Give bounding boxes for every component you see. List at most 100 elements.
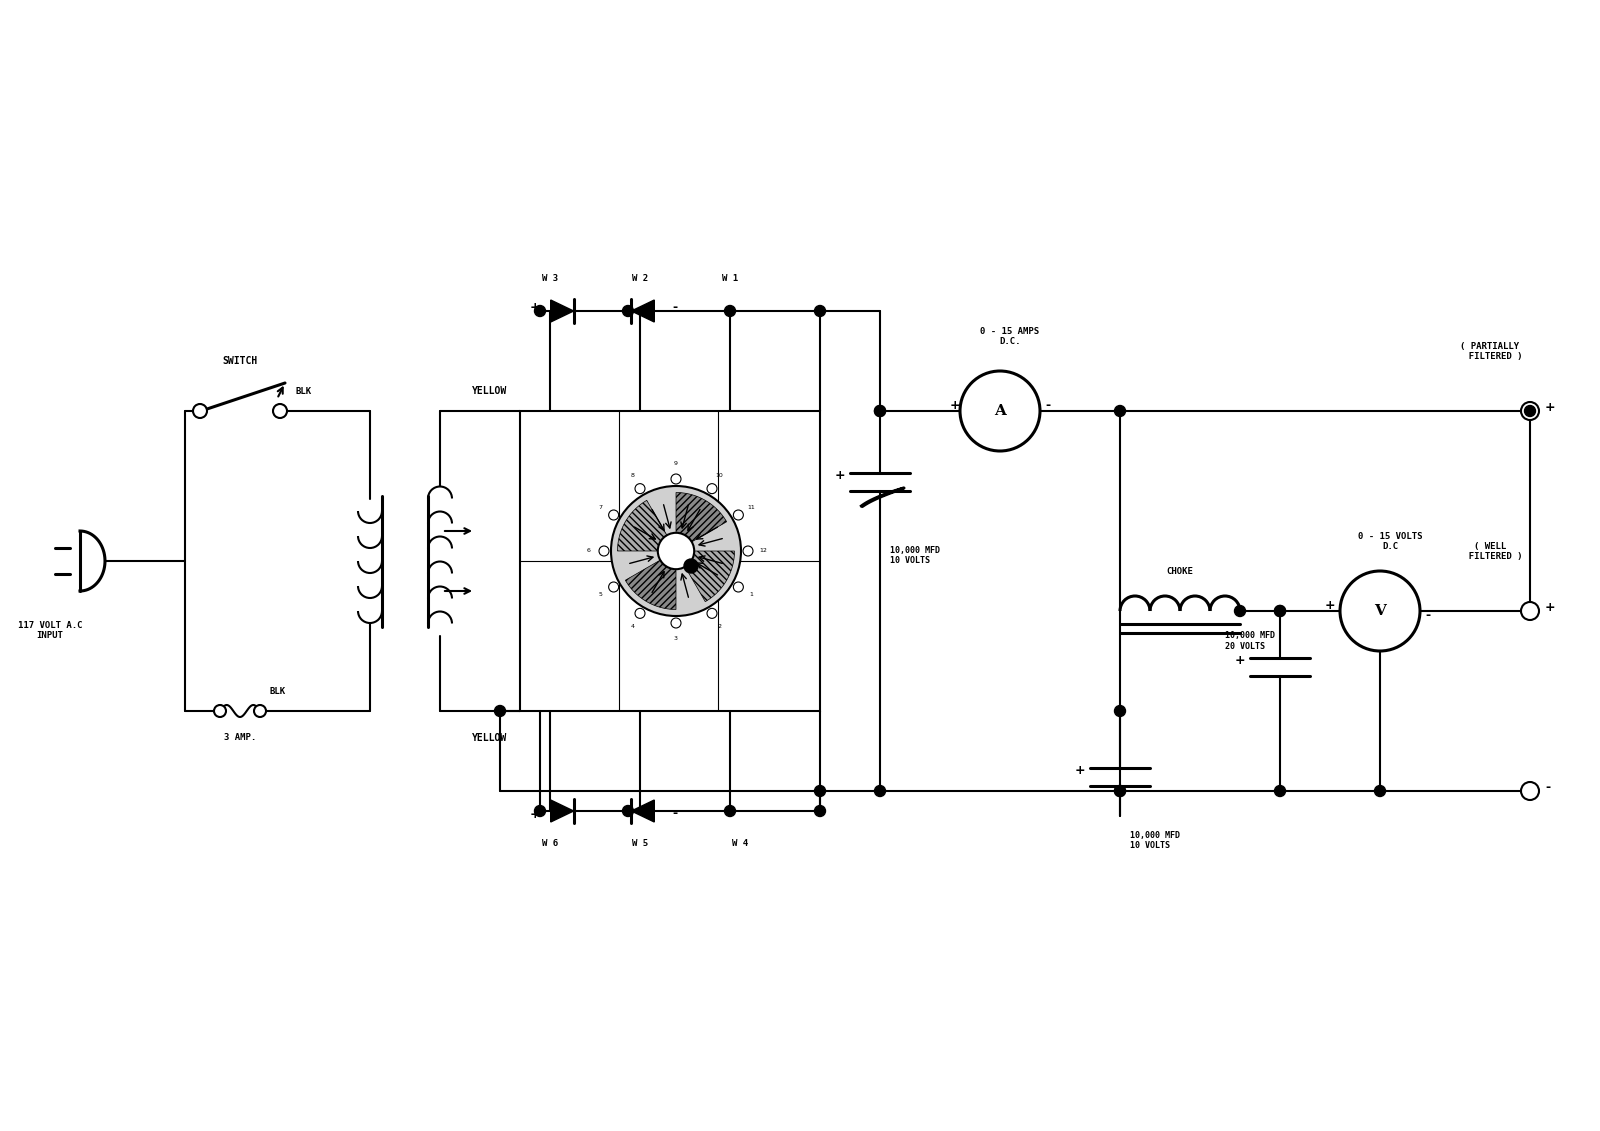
Text: +: +	[834, 469, 845, 483]
Text: ( PARTIALLY
  FILTERED ): ( PARTIALLY FILTERED )	[1458, 342, 1522, 361]
Text: +: +	[1234, 655, 1245, 667]
Circle shape	[670, 618, 682, 628]
Polygon shape	[685, 551, 734, 602]
Text: 7: 7	[598, 506, 603, 510]
Text: +: +	[1546, 402, 1555, 414]
Text: -: -	[672, 808, 677, 820]
Text: 5: 5	[598, 592, 603, 597]
Text: 10,000 MFD
20 VOLTS: 10,000 MFD 20 VOLTS	[1226, 631, 1275, 650]
Circle shape	[1522, 782, 1539, 800]
Polygon shape	[550, 800, 573, 822]
Text: 3 AMP.: 3 AMP.	[224, 733, 256, 742]
Text: V: V	[1374, 604, 1386, 618]
Text: 3: 3	[674, 636, 678, 640]
Circle shape	[1115, 706, 1125, 717]
Text: 6: 6	[587, 549, 590, 553]
Circle shape	[725, 805, 736, 817]
Circle shape	[494, 706, 506, 717]
Text: 2: 2	[717, 624, 722, 629]
Text: -: -	[672, 302, 677, 314]
Text: 10,000 MFD
10 VOLTS: 10,000 MFD 10 VOLTS	[1130, 831, 1181, 851]
Circle shape	[707, 608, 717, 619]
Circle shape	[960, 371, 1040, 451]
Text: 8: 8	[630, 473, 635, 478]
Circle shape	[608, 582, 619, 592]
Text: -: -	[1045, 399, 1050, 413]
Circle shape	[1275, 605, 1285, 616]
Text: 11: 11	[747, 506, 755, 510]
Circle shape	[1275, 786, 1285, 796]
Text: YELLOW: YELLOW	[472, 733, 507, 743]
Circle shape	[814, 305, 826, 317]
Circle shape	[1522, 402, 1539, 420]
Text: -: -	[1426, 610, 1430, 622]
Circle shape	[534, 305, 546, 317]
Circle shape	[534, 805, 546, 817]
Circle shape	[1525, 406, 1536, 416]
Text: BLK: BLK	[270, 687, 286, 696]
Text: W 2: W 2	[632, 274, 648, 283]
Circle shape	[1341, 571, 1421, 651]
Circle shape	[1374, 786, 1386, 796]
Text: W 4: W 4	[731, 839, 749, 848]
Polygon shape	[550, 300, 573, 322]
Text: W 1: W 1	[722, 274, 738, 283]
Text: A: A	[994, 404, 1006, 418]
Circle shape	[598, 546, 610, 556]
Polygon shape	[632, 800, 654, 822]
Text: BLK: BLK	[294, 387, 310, 396]
Polygon shape	[675, 492, 726, 542]
Circle shape	[875, 786, 885, 796]
Circle shape	[814, 786, 826, 796]
Circle shape	[635, 608, 645, 619]
Circle shape	[725, 305, 736, 317]
Circle shape	[1522, 602, 1539, 620]
Circle shape	[875, 406, 885, 416]
Text: +: +	[1325, 599, 1334, 613]
Text: W 5: W 5	[632, 839, 648, 848]
Circle shape	[670, 474, 682, 484]
Text: +: +	[1546, 602, 1555, 614]
Text: +: +	[530, 808, 541, 820]
Text: +: +	[1074, 765, 1085, 777]
Circle shape	[1115, 786, 1125, 796]
Polygon shape	[626, 560, 675, 610]
Polygon shape	[632, 300, 654, 322]
Circle shape	[608, 510, 619, 520]
Text: SWITCH: SWITCH	[222, 356, 258, 366]
Text: YELLOW: YELLOW	[472, 386, 507, 396]
Circle shape	[611, 486, 741, 616]
Circle shape	[875, 406, 885, 416]
Text: 0 - 15 AMPS
D.C.: 0 - 15 AMPS D.C.	[981, 327, 1040, 346]
Polygon shape	[618, 500, 667, 551]
Circle shape	[814, 805, 826, 817]
Circle shape	[1115, 786, 1125, 796]
Text: 10,000 MFD
10 VOLTS: 10,000 MFD 10 VOLTS	[890, 546, 941, 566]
Text: ( WELL
  FILTERED ): ( WELL FILTERED )	[1458, 542, 1522, 561]
Circle shape	[274, 404, 286, 418]
Bar	[520, 411, 819, 711]
Text: 0 - 15 VOLTS
D.C: 0 - 15 VOLTS D.C	[1358, 532, 1422, 551]
Text: CHOKE: CHOKE	[1166, 567, 1194, 576]
Text: 1: 1	[749, 592, 754, 597]
Text: 4: 4	[630, 624, 635, 629]
Text: 117 VOLT A.C
INPUT: 117 VOLT A.C INPUT	[18, 621, 82, 640]
Circle shape	[635, 484, 645, 493]
Circle shape	[707, 484, 717, 493]
Circle shape	[1115, 406, 1125, 416]
Text: -: -	[1546, 782, 1550, 794]
Text: W 6: W 6	[542, 839, 558, 848]
Text: 12: 12	[758, 549, 766, 553]
Circle shape	[1275, 605, 1285, 616]
Circle shape	[658, 533, 694, 569]
Circle shape	[733, 510, 744, 520]
Circle shape	[733, 582, 744, 592]
Circle shape	[622, 805, 634, 817]
Circle shape	[194, 404, 206, 418]
Circle shape	[214, 705, 226, 717]
Circle shape	[685, 559, 698, 573]
Text: 9: 9	[674, 461, 678, 466]
Circle shape	[1235, 605, 1245, 616]
Text: W 3: W 3	[542, 274, 558, 283]
Text: +: +	[949, 399, 960, 413]
